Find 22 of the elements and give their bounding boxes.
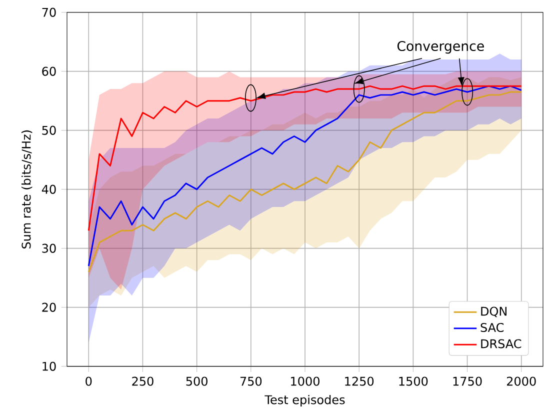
y-tick-label: 10 (42, 362, 56, 371)
x-tick-label: 1250 (345, 376, 374, 386)
y-tick-label: 60 (42, 66, 56, 76)
x-tick-label: 1750 (453, 376, 482, 386)
y-tick-label: 40 (42, 184, 56, 194)
x-axis-title: Test episodes (264, 394, 345, 407)
y-axis-title: Sum rate (bits/s/Hz) (21, 130, 32, 248)
legend-label: DQN (481, 306, 506, 318)
legend-label: SAC (480, 322, 504, 332)
x-tick-label: 250 (132, 376, 154, 386)
x-tick-label: 2000 (506, 376, 536, 386)
x-tick-label: 1000 (291, 376, 320, 386)
y-tick-label: 70 (42, 8, 56, 17)
y-tick-label: 30 (42, 244, 56, 253)
annotation: Convergence (397, 40, 484, 54)
x-tick-label: 0 (86, 376, 92, 386)
x-tick-label: 500 (186, 376, 208, 386)
x-tick-label: 750 (240, 376, 262, 386)
y-tick-label: 20 (42, 302, 56, 312)
y-tick-label: 50 (42, 126, 56, 135)
legend-label: DRSAC (481, 339, 522, 348)
x-tick-label: 1500 (399, 376, 428, 386)
